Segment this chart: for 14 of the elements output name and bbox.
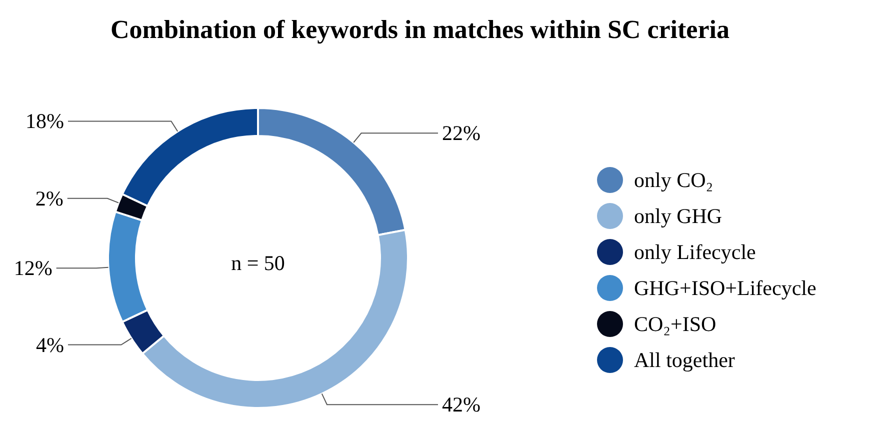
legend-label: only GHG bbox=[634, 204, 722, 228]
chart-title: Combination of keywords in matches within SC criteria bbox=[110, 15, 730, 44]
data-label: 2% bbox=[35, 186, 64, 210]
data-label: 18% bbox=[26, 109, 64, 134]
data-label: 42% bbox=[442, 392, 480, 417]
legend-label: only CO₂ bbox=[634, 168, 714, 192]
legend-label: GHG+ISO+Lifecycle bbox=[634, 276, 816, 300]
text: n = 50 bbox=[231, 251, 285, 275]
data-label: 4% bbox=[36, 332, 64, 357]
legend-label: CO₂+ISO bbox=[634, 312, 716, 336]
legend-label: only Lifecycle bbox=[634, 240, 756, 264]
data-label: 12% bbox=[14, 256, 52, 280]
data-label: 22% bbox=[442, 121, 480, 146]
legend-label: All together bbox=[634, 348, 735, 372]
